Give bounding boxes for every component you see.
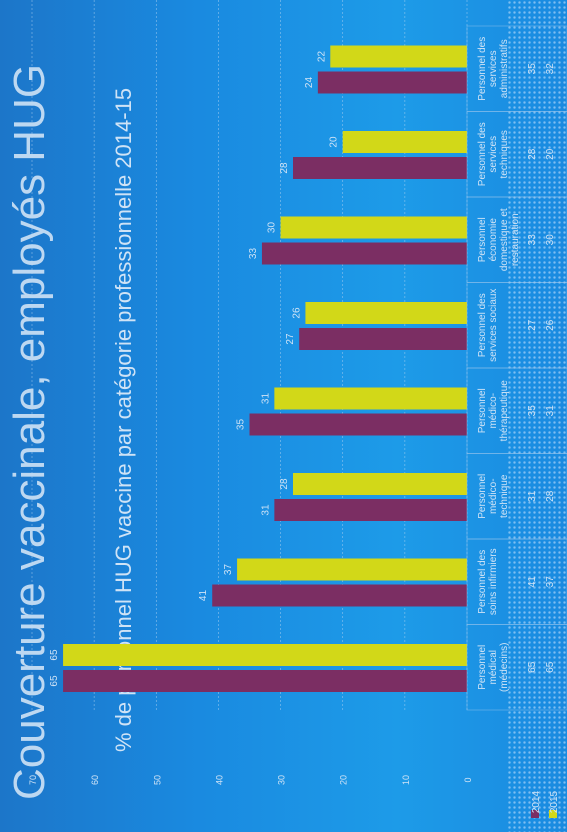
data-label-2015: 30 <box>267 222 278 234</box>
table-value-2014: 31 <box>527 490 538 502</box>
y-tick-label: 60 <box>90 775 100 785</box>
legend-label-2014: 2014 <box>531 790 542 813</box>
category-label: technique <box>499 474 510 518</box>
category-label: Personnel <box>477 217 488 262</box>
category-label: domestique et <box>499 208 510 271</box>
table-value-2015: 26 <box>545 319 556 331</box>
bars: 65 65 41 37 31 28 35 31 27 26 33 30 28 20 24 22 <box>49 45 467 692</box>
y-tick-label: 10 <box>401 775 411 785</box>
bar-2014 <box>63 670 467 692</box>
category-label: Personnel des <box>477 37 488 101</box>
bar-2015 <box>63 644 467 666</box>
category-label: économie <box>488 218 499 262</box>
table-value-2015: 37 <box>545 576 556 588</box>
category-label: soins infirmiers <box>488 548 499 615</box>
legend-swatch-2015 <box>549 810 557 818</box>
table-value-2015: 20 <box>545 148 556 160</box>
data-label-2014: 41 <box>198 590 209 602</box>
chart-title: % de personnel HUG vaccine par catégorie… <box>111 88 136 752</box>
data-table: Personnel médical (médecins) 65 65Personnel … <box>466 25 567 818</box>
category-label: Personnel <box>477 645 488 690</box>
category-label: Personnel des <box>477 293 488 357</box>
y-tick-label: 70 <box>28 775 38 785</box>
bar-2015 <box>305 302 467 324</box>
data-label-2015: 37 <box>223 564 234 576</box>
category-label: médical <box>488 650 499 684</box>
data-label-2015: 22 <box>316 51 327 63</box>
data-label-2015: 20 <box>329 136 340 148</box>
bar-2014 <box>249 413 467 436</box>
data-label-2015: 26 <box>291 307 302 319</box>
category-label: Personnel <box>477 474 488 519</box>
table-value-2014: 65 <box>527 661 538 673</box>
data-label-2014: 28 <box>279 162 290 174</box>
table-value-2014: 28 <box>527 148 538 160</box>
data-label-2014: 27 <box>285 333 296 345</box>
table-value-2014: 41 <box>527 576 538 588</box>
slide-heading: Couverture vaccinale, employés HUG <box>5 64 54 800</box>
category-label: médico- <box>488 393 499 429</box>
category-label: Personnel <box>477 388 488 433</box>
legend-swatch-2014 <box>531 810 539 818</box>
table-value-2014: 35 <box>527 405 538 417</box>
y-tick-label: 50 <box>152 775 162 785</box>
legend-label-2015: 2015 <box>549 790 560 813</box>
category-label: services sociaux <box>488 289 499 362</box>
bar-2015 <box>342 131 467 153</box>
category-label: médico- <box>488 478 499 514</box>
data-label-2014: 33 <box>248 248 259 260</box>
data-label-2014: 24 <box>304 77 315 89</box>
data-label-2015: 28 <box>279 478 290 490</box>
y-tick-label: 0 <box>463 777 473 782</box>
bar-2014 <box>261 242 467 265</box>
data-label-2014: 31 <box>260 504 271 516</box>
data-label-2015: 65 <box>49 649 60 661</box>
table-value-2014: 33 <box>527 234 538 246</box>
data-label-2015: 31 <box>260 393 271 405</box>
y-tick-label: 40 <box>214 775 224 785</box>
bar-2015 <box>237 558 467 581</box>
table-value-2014: 35 <box>527 63 538 75</box>
bar-2014 <box>274 499 467 521</box>
category-label: services <box>488 136 499 173</box>
bar-2014 <box>299 328 467 350</box>
category-label: (médecins) <box>499 643 510 692</box>
category-label: techniques <box>499 130 510 178</box>
bar-2015 <box>330 45 467 68</box>
bar-2015 <box>280 216 467 239</box>
category-label: thérapeutique <box>499 380 510 442</box>
table-value-2015: 28 <box>545 490 556 502</box>
bar-2015 <box>293 473 467 495</box>
y-tick-label: 20 <box>339 775 349 785</box>
table-value-2015: 65 <box>545 661 556 673</box>
table-value-2015: 30 <box>545 234 556 246</box>
category-label: services <box>488 50 499 87</box>
table-value-2015: 32 <box>545 63 556 75</box>
table-value-2014: 27 <box>527 319 538 331</box>
dot-pattern <box>507 0 567 832</box>
table-value-2015: 31 <box>545 405 556 417</box>
category-label: restauration <box>510 213 521 266</box>
y-axis: 0 10 20 30 40 50 60 70 <box>28 775 473 785</box>
category-label: Personnel des <box>477 550 488 614</box>
bar-2014 <box>317 71 467 94</box>
data-label-2014: 35 <box>236 419 247 431</box>
category-label: administratifs <box>499 39 510 98</box>
bar-2014 <box>212 584 467 607</box>
bar-2014 <box>293 157 467 179</box>
y-tick-label: 30 <box>277 775 287 785</box>
data-label-2014: 65 <box>49 675 60 687</box>
table-cell <box>466 25 567 112</box>
bar-2015 <box>274 387 467 410</box>
category-label: Personnel des <box>477 122 488 186</box>
